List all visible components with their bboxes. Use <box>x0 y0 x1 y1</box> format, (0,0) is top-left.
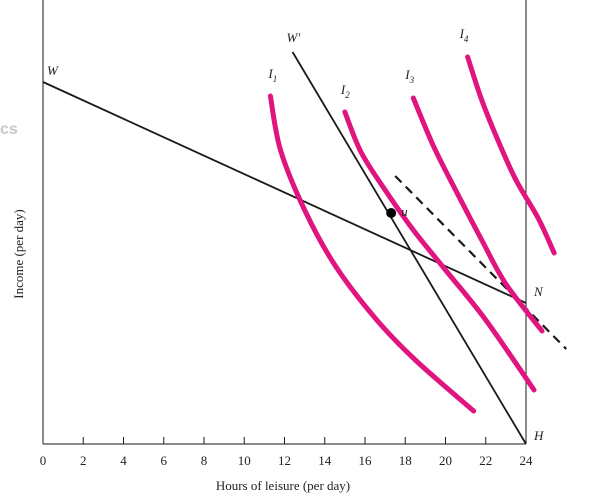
line-label: N <box>533 284 544 299</box>
x-tick-label: 4 <box>120 453 127 468</box>
indifference-curves: I1 I2 I3 I4 <box>267 26 557 414</box>
x-tick-label: 6 <box>161 453 168 468</box>
indifference-curve <box>465 54 557 256</box>
x-ticks: 0 2 4 6 8 10 12 14 16 18 20 22 24 <box>40 437 533 468</box>
point-label: u <box>401 204 408 219</box>
budget-line <box>291 51 527 445</box>
x-tick-label: 2 <box>80 453 87 468</box>
x-tick-label: 20 <box>439 453 452 468</box>
indifference-curve <box>267 93 477 414</box>
optimum-point <box>386 208 397 218</box>
x-tick-label: 24 <box>520 453 534 468</box>
axes <box>42 0 527 445</box>
x-tick-label: 18 <box>399 453 412 468</box>
line-label: W′ <box>287 30 301 45</box>
x-tick-label: 10 <box>238 453 251 468</box>
curve-label: I1 <box>267 66 277 84</box>
line-label: W <box>47 63 59 78</box>
x-tick-label: 0 <box>40 453 47 468</box>
indifference-curve <box>410 95 545 334</box>
x-tick-label: 14 <box>318 453 332 468</box>
y-axis-label: Income (per day) <box>11 209 26 299</box>
dashed-line <box>394 175 568 350</box>
curve-label: I2 <box>340 82 350 100</box>
x-tick-label: 22 <box>479 453 492 468</box>
indifference-curve <box>342 109 537 393</box>
x-tick-label: 16 <box>359 453 373 468</box>
curve-label: I4 <box>459 26 469 44</box>
x-tick-label: 12 <box>278 453 291 468</box>
x-axis-label: Hours of leisure (per day) <box>215 478 351 493</box>
line-label: H <box>533 428 544 443</box>
watermark-text: cs <box>0 121 18 138</box>
x-tick-label: 8 <box>201 453 208 468</box>
budget-line <box>42 81 527 304</box>
annotations: u W W′ N H <box>47 30 544 443</box>
curve-label: I3 <box>404 67 414 85</box>
